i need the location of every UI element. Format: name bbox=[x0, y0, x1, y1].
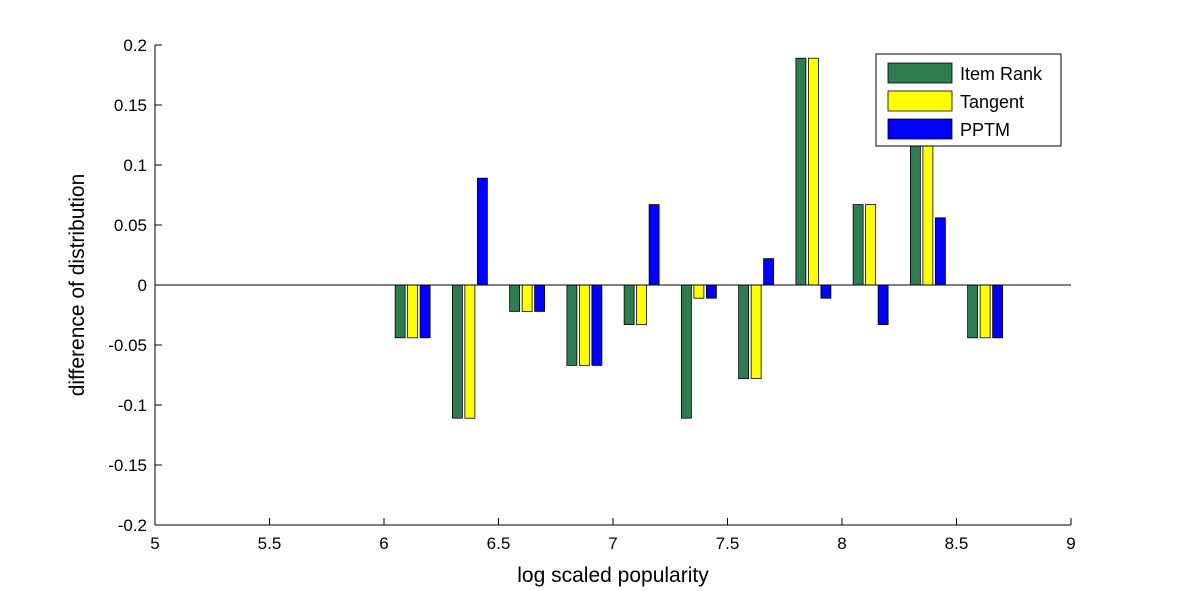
bar-item-rank-10 bbox=[967, 284, 979, 339]
bar-item-rank-1 bbox=[451, 284, 463, 419]
bar-tangent-9 bbox=[922, 138, 934, 286]
bar-tangent-3 bbox=[578, 284, 590, 366]
bar-item-rank-8 bbox=[852, 204, 864, 286]
y-tick-label: 0.15 bbox=[114, 96, 147, 115]
bar-pptm-10 bbox=[992, 284, 1004, 339]
x-tick-label: 6 bbox=[379, 534, 388, 553]
bar-pptm-4 bbox=[648, 204, 660, 286]
legend-label-item-rank: Item Rank bbox=[960, 64, 1043, 84]
legend-swatch-tangent bbox=[887, 90, 953, 112]
bar-pptm-5 bbox=[705, 284, 717, 299]
bar-tangent-2 bbox=[521, 284, 533, 312]
y-tick-label: -0.15 bbox=[108, 456, 147, 475]
bar-item-rank-9 bbox=[909, 138, 921, 286]
y-tick-label: -0.05 bbox=[108, 336, 147, 355]
legend-label-tangent: Tangent bbox=[960, 92, 1024, 112]
y-axis-label: difference of distribution bbox=[66, 174, 89, 397]
bar-tangent-7 bbox=[807, 57, 819, 286]
axes-group: 5 5.5 6 6.5 7 7.5 8 8.5 9 -0.2 -0.15 -0.1 -0.05 0 0.05… bbox=[108, 36, 1075, 553]
bar-tangent-8 bbox=[865, 204, 877, 286]
x-tick-label: 7.5 bbox=[716, 534, 740, 553]
bar-tangent-1 bbox=[464, 284, 476, 419]
y-tick-label: 0 bbox=[138, 276, 147, 295]
bar-item-rank-5 bbox=[680, 284, 692, 419]
x-axis-label: log scaled popularity bbox=[517, 564, 709, 587]
bar-pptm-3 bbox=[591, 284, 603, 366]
bar-item-rank-0 bbox=[394, 284, 406, 339]
bar-pptm-1 bbox=[476, 177, 488, 286]
bar-pptm-6 bbox=[763, 258, 775, 286]
y-tick-label: -0.1 bbox=[118, 396, 147, 415]
legend-swatch-item-rank bbox=[887, 62, 953, 84]
bars-group bbox=[394, 57, 1004, 419]
y-tick-label: 0.2 bbox=[123, 36, 147, 55]
x-tick-label: 8.5 bbox=[945, 534, 969, 553]
bar-pptm-9 bbox=[934, 217, 946, 286]
legend-swatch-pptm bbox=[887, 118, 953, 140]
bar-item-rank-4 bbox=[623, 284, 635, 325]
x-tick-label: 8 bbox=[837, 534, 846, 553]
y-tick-label: -0.2 bbox=[118, 516, 147, 535]
bar-pptm-2 bbox=[534, 284, 546, 312]
bar-pptm-0 bbox=[419, 284, 431, 339]
x-tick-label: 7 bbox=[608, 534, 617, 553]
legend: Item Rank Tangent PPTM bbox=[875, 53, 1062, 147]
x-tick-label: 5 bbox=[150, 534, 159, 553]
legend-label-pptm: PPTM bbox=[960, 120, 1010, 140]
bar-item-rank-6 bbox=[738, 284, 750, 379]
x-tick-label: 6.5 bbox=[487, 534, 511, 553]
x-tick-label: 9 bbox=[1066, 534, 1075, 553]
bar-pptm-7 bbox=[820, 284, 832, 299]
bar-item-rank-7 bbox=[795, 57, 807, 286]
x-tick-label: 5.5 bbox=[258, 534, 282, 553]
bar-tangent-6 bbox=[750, 284, 762, 379]
bar-tangent-4 bbox=[636, 284, 648, 325]
bar-tangent-0 bbox=[407, 284, 419, 339]
bar-tangent-10 bbox=[979, 284, 991, 339]
bar-tangent-5 bbox=[693, 284, 705, 299]
y-tick-label: 0.1 bbox=[123, 156, 147, 175]
bar-item-rank-3 bbox=[566, 284, 578, 366]
bar-item-rank-2 bbox=[509, 284, 521, 312]
y-tick-label: 0.05 bbox=[114, 216, 147, 235]
bar-pptm-8 bbox=[877, 284, 889, 325]
